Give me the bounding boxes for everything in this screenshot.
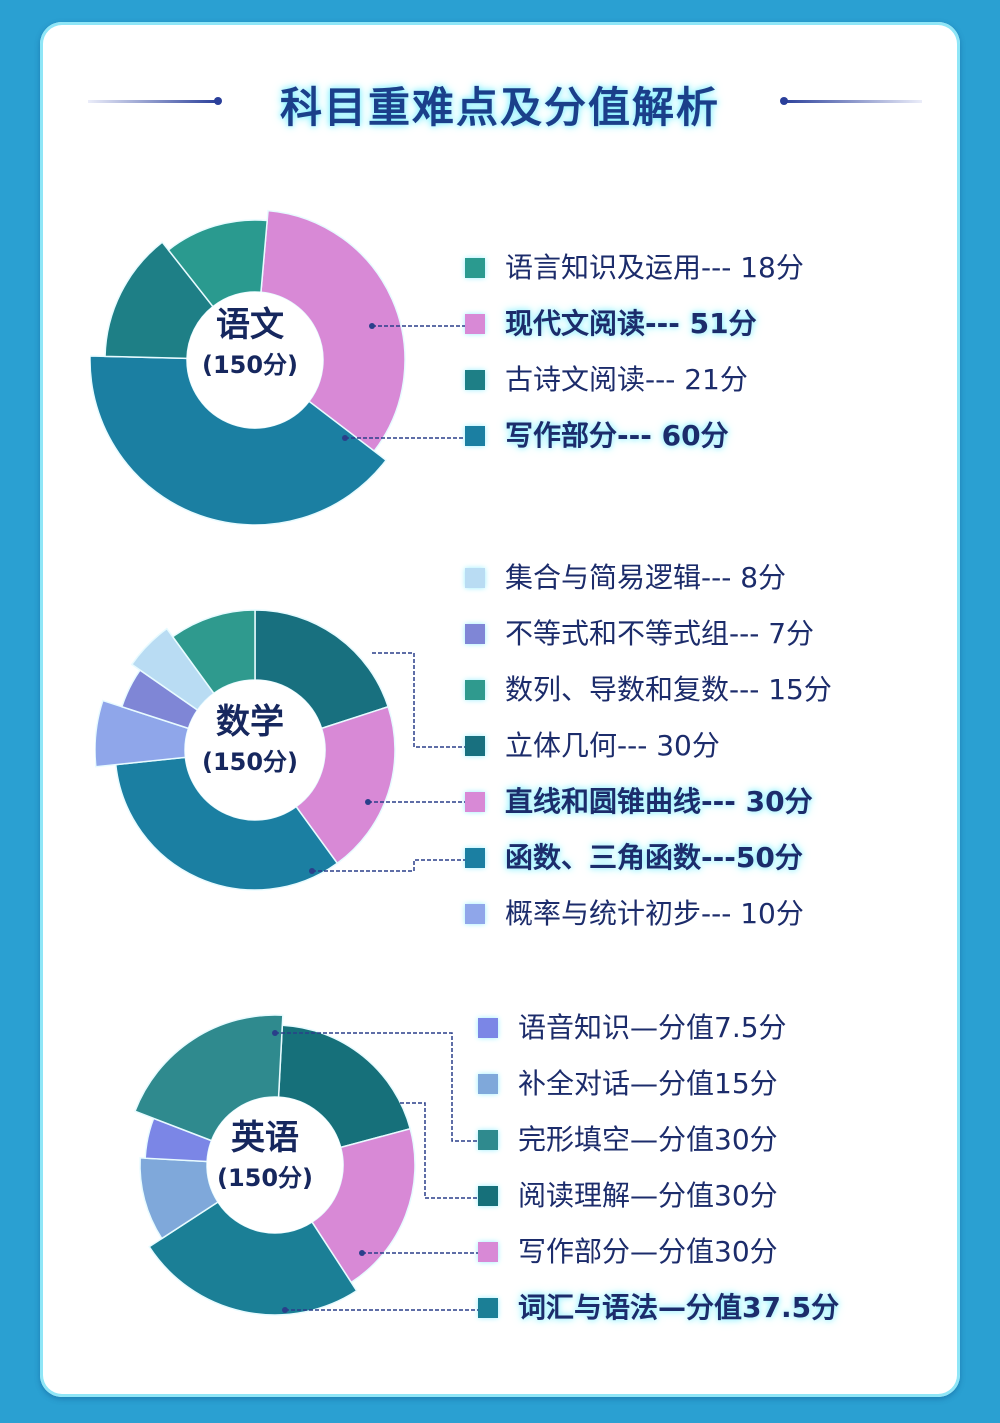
legend-item: 现代文阅读--- 51分 (465, 306, 757, 342)
legend-label: 集合与简易逻辑--- 8分 (505, 561, 787, 594)
subject-total: (150分) (201, 351, 299, 379)
subject-name: 语文 (216, 305, 284, 345)
legend-item: 写作部分--- 60分 (465, 418, 729, 454)
legend-item: 直线和圆锥曲线--- 30分 (465, 784, 813, 820)
donut-center-english: 英语 (150分) (190, 1118, 340, 1194)
donut-segment (260, 209, 406, 453)
legend-item: 函数、三角函数---50分 (465, 840, 803, 876)
donut-chart-chinese (90, 209, 406, 525)
legend-item: 立体几何--- 30分 (465, 728, 720, 764)
legend-item: 词汇与语法—分值37.5分 (478, 1290, 839, 1326)
legend-label: 立体几何--- 30分 (505, 729, 720, 762)
donut-center-math: 数学 (150分) (175, 702, 325, 778)
donut-hole (185, 680, 325, 820)
legend-swatch-icon (478, 1130, 498, 1150)
legend-swatch-icon (465, 680, 485, 700)
subject-name: 英语 (231, 1118, 299, 1158)
legend-item: 不等式和不等式组--- 7分 (465, 616, 814, 652)
legend-item: 语音知识—分值7.5分 (478, 1010, 787, 1046)
legend-swatch-icon (465, 624, 485, 644)
legend-item: 阅读理解—分值30分 (478, 1178, 778, 1214)
legend-label: 函数、三角函数---50分 (505, 841, 803, 874)
legend-label: 写作部分--- 60分 (505, 419, 729, 452)
legend-swatch-icon (478, 1242, 498, 1262)
title-rule-left (88, 100, 218, 103)
legend-swatch-icon (478, 1186, 498, 1206)
title-rule-dot-left (214, 97, 222, 105)
legend-swatch-icon (465, 904, 485, 924)
legend-swatch-icon (465, 314, 485, 334)
legend-item: 集合与简易逻辑--- 8分 (465, 560, 786, 596)
legend-item: 数列、导数和复数--- 15分 (465, 672, 832, 708)
subject-name: 数学 (216, 702, 284, 742)
legend-swatch-icon (465, 370, 485, 390)
page-title: 科目重难点及分值解析 (279, 83, 720, 132)
legend-item: 补全对话—分值15分 (478, 1066, 778, 1102)
legend-item: 概率与统计初步--- 10分 (465, 896, 804, 932)
legend-item: 语言知识及运用--- 18分 (465, 250, 804, 286)
legend-swatch-icon (465, 736, 485, 756)
legend-label: 语言知识及运用--- 18分 (505, 251, 804, 284)
legend-label: 古诗文阅读--- 21分 (505, 363, 748, 396)
legend-label: 写作部分—分值30分 (518, 1235, 778, 1268)
donut-center-chinese: 语文 (150分) (175, 305, 325, 381)
title-rule-right (782, 100, 922, 103)
legend-label: 词汇与语法—分值37.5分 (518, 1291, 840, 1324)
legend-swatch-icon (478, 1074, 498, 1094)
legend-item: 古诗文阅读--- 21分 (465, 362, 748, 398)
subject-total: (150分) (216, 1164, 314, 1192)
legend-label: 直线和圆锥曲线--- 30分 (505, 785, 813, 818)
donut-chart-math (95, 609, 396, 891)
legend-swatch-icon (465, 848, 485, 868)
legend-swatch-icon (465, 258, 485, 278)
legend-label: 完形填空—分值30分 (518, 1123, 778, 1156)
legend-swatch-icon (465, 568, 485, 588)
legend-swatch-icon (465, 792, 485, 812)
legend-label: 概率与统计初步--- 10分 (505, 897, 804, 930)
legend-label: 不等式和不等式组--- 7分 (505, 617, 815, 650)
legend-label: 数列、导数和复数--- 15分 (505, 673, 832, 706)
donut-hole (187, 292, 323, 428)
legend-item: 完形填空—分值30分 (478, 1122, 778, 1158)
legend-item: 写作部分—分值30分 (478, 1234, 778, 1270)
legend-swatch-icon (478, 1298, 498, 1318)
subject-total: (150分) (201, 748, 299, 776)
legend-swatch-icon (478, 1018, 498, 1038)
legend-swatch-icon (465, 426, 485, 446)
legend-label: 语音知识—分值7.5分 (518, 1011, 787, 1044)
legend-label: 补全对话—分值15分 (518, 1067, 778, 1100)
header: 科目重难点及分值解析 (0, 68, 1000, 138)
legend-label: 现代文阅读--- 51分 (505, 307, 757, 340)
legend-label: 阅读理解—分值30分 (518, 1179, 778, 1212)
